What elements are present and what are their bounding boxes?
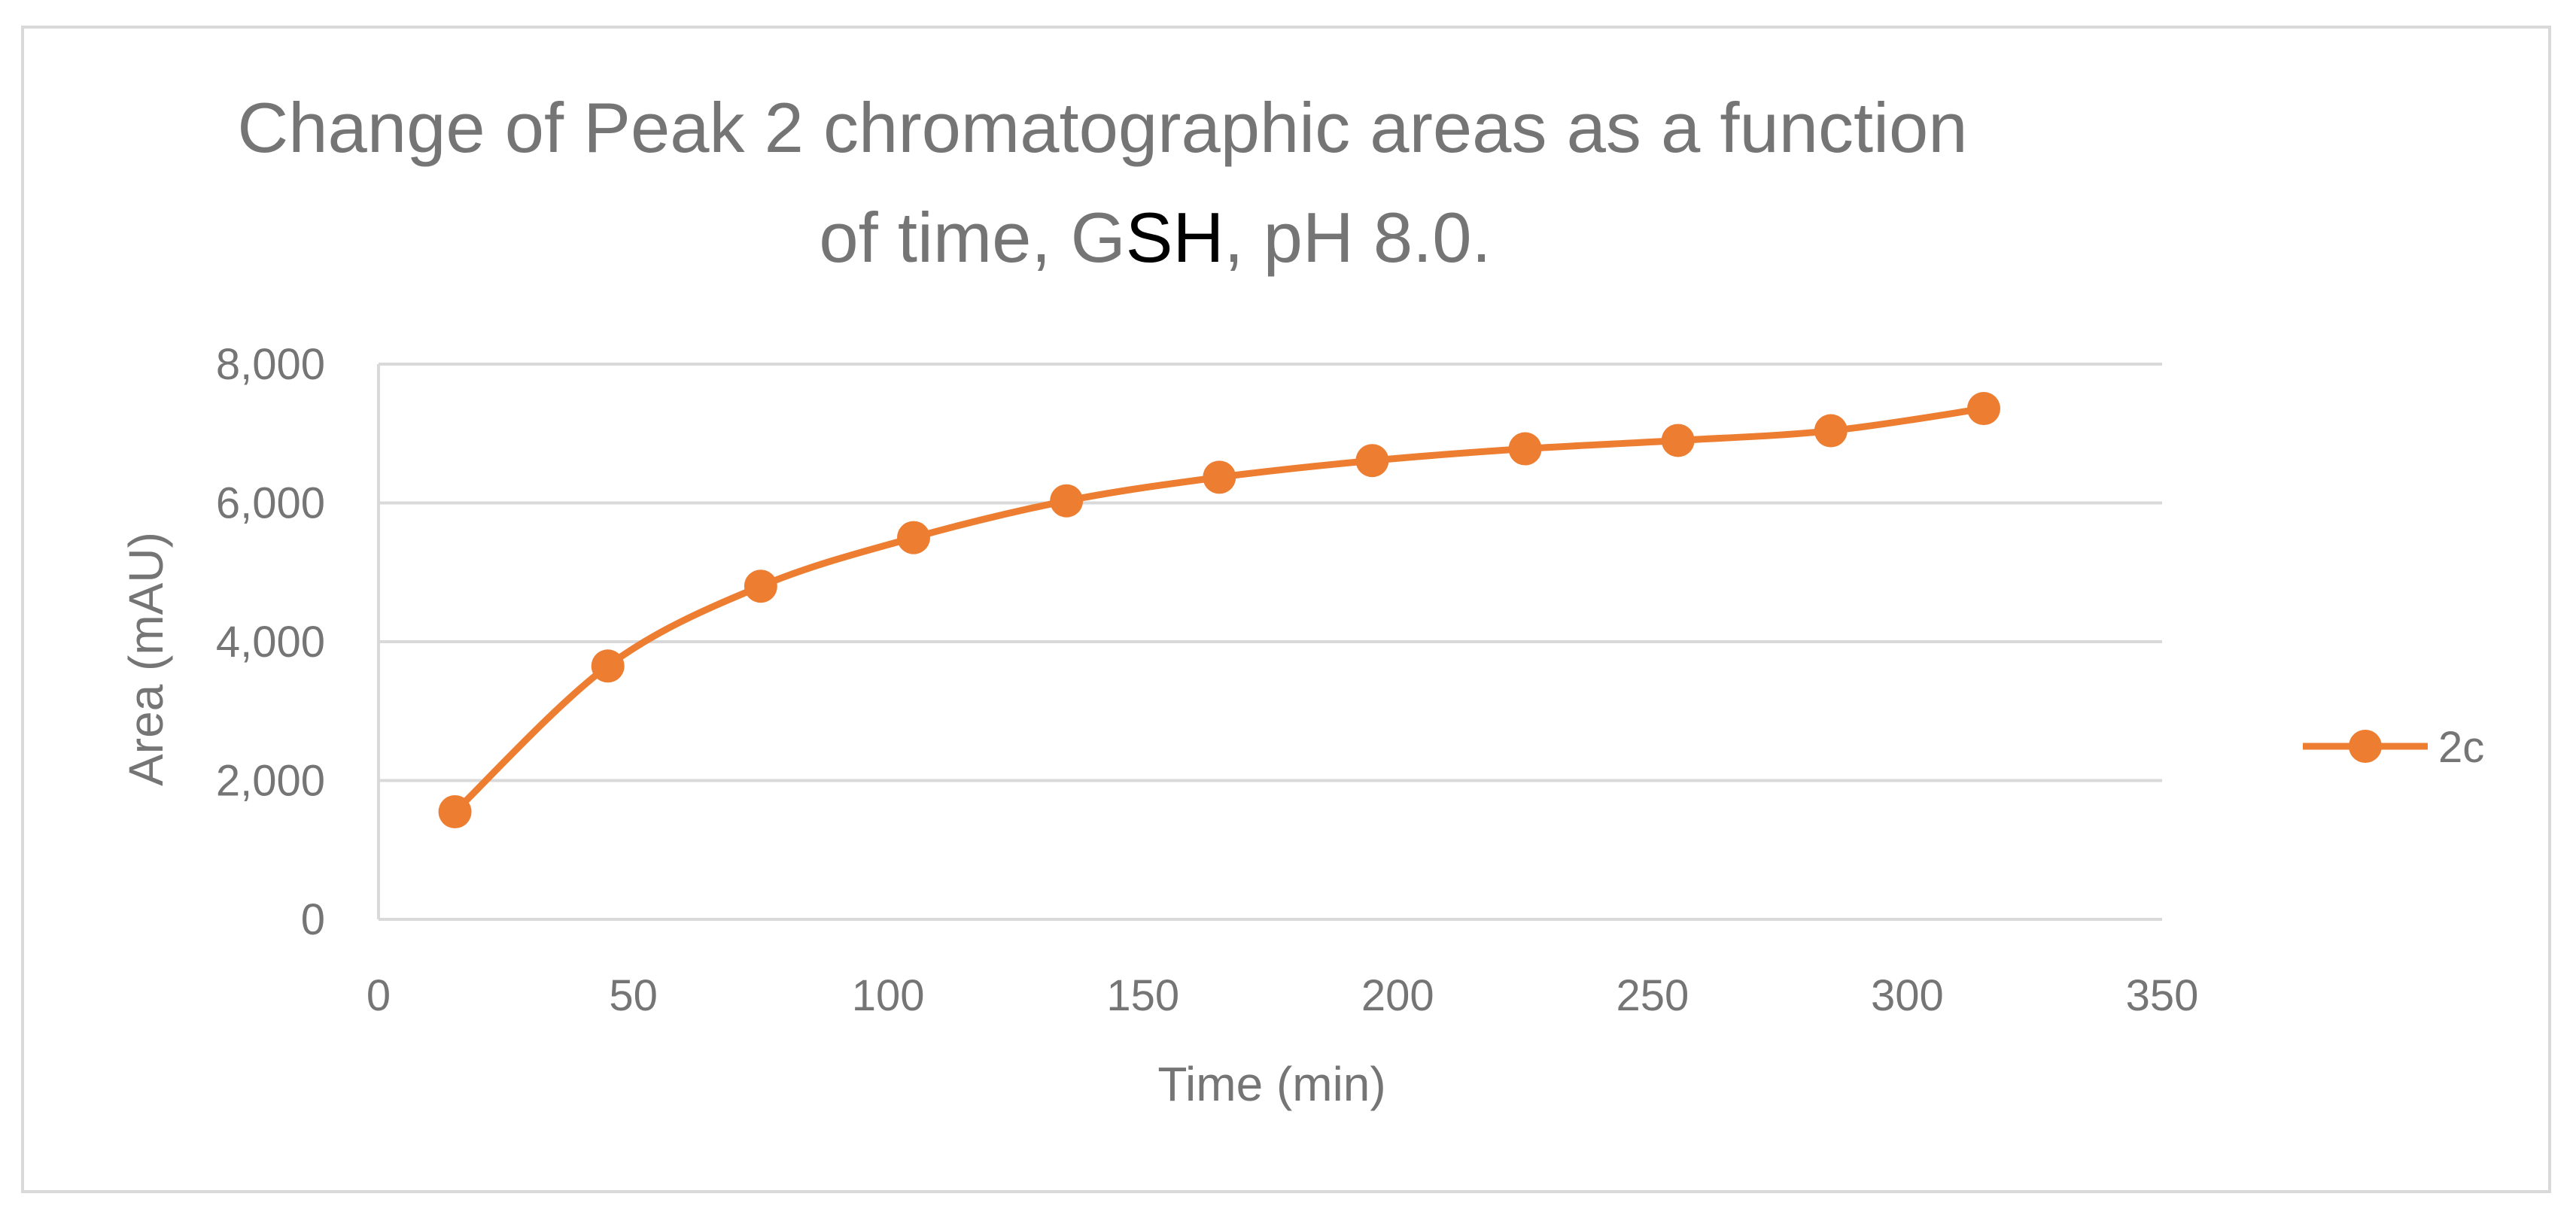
chart-title-line-2-part-1: of time, G — [819, 198, 1125, 277]
chart-title-line-2: of time, GSH, pH 8.0. — [819, 198, 1491, 277]
y-tick-label-3: 6,000 — [216, 479, 325, 528]
x-tick-label-7: 350 — [2126, 971, 2199, 1020]
x-tick-label-1: 50 — [609, 971, 658, 1020]
x-tick-label-3: 150 — [1106, 971, 1179, 1020]
chart-title-line-2-part-3: , pH 8.0. — [1224, 198, 1491, 277]
data-point-2c-6 — [1355, 444, 1389, 478]
legend-label-2c: 2c — [2438, 723, 2484, 772]
x-tick-label-4: 200 — [1361, 971, 1434, 1020]
chart-title-line-2-part-2: SH — [1126, 198, 1224, 277]
gridlines — [379, 363, 2162, 782]
data-point-2c-0 — [438, 795, 472, 829]
data-point-2c-8 — [1661, 424, 1695, 457]
data-point-2c-1 — [591, 649, 625, 683]
data-point-2c-7 — [1508, 432, 1542, 466]
y-tick-label-0: 0 — [301, 895, 325, 944]
chart-frame — [21, 26, 2551, 1193]
data-point-2c-4 — [1050, 484, 1084, 518]
y-tick-label-4: 8,000 — [216, 340, 325, 389]
x-axis-title: Time (min) — [1157, 1057, 1385, 1111]
x-tick-label-5: 250 — [1616, 971, 1689, 1020]
data-point-2c-9 — [1814, 414, 1848, 448]
y-tick-labels: 0 2,000 4,000 6,000 8,000 — [216, 340, 325, 944]
x-tick-label-2: 100 — [852, 971, 925, 1020]
x-tick-label-0: 0 — [366, 971, 391, 1020]
legend-marker-2c — [2349, 730, 2382, 763]
axes — [377, 364, 2162, 921]
data-point-2c-5 — [1203, 460, 1236, 494]
data-point-2c-10 — [1967, 392, 2000, 426]
x-tick-labels: 0 50 100 150 200 250 300 350 — [366, 971, 2199, 1020]
series-layer — [438, 392, 2000, 829]
y-tick-label-1: 2,000 — [216, 757, 325, 806]
data-point-2c-3 — [897, 521, 930, 554]
x-tick-label-6: 300 — [1871, 971, 1944, 1020]
y-axis-title: Area (mAU) — [119, 532, 173, 786]
y-tick-label-2: 4,000 — [216, 618, 325, 667]
chart-title-line-1: Change of Peak 2 chromatographic areas a… — [237, 88, 1967, 167]
data-point-2c-2 — [744, 569, 777, 603]
legend: 2c — [2303, 723, 2484, 772]
